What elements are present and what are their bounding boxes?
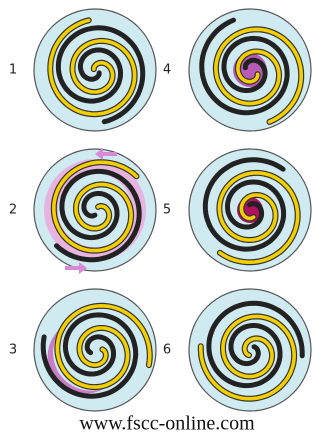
stage-label: 5 bbox=[163, 203, 171, 218]
scroll-panel: 1 bbox=[9, 9, 156, 131]
scroll-panel: 5 bbox=[163, 149, 311, 271]
stage-label: 4 bbox=[163, 63, 171, 78]
diagram: www.fscc-online.com 1 2 3 4 5 6 bbox=[0, 0, 335, 443]
scroll-panel: 2 bbox=[9, 148, 156, 274]
stage-label: 2 bbox=[9, 203, 17, 218]
stage-label: 3 bbox=[9, 343, 17, 358]
scroll-panel: 6 bbox=[163, 289, 311, 411]
scroll-panel: 3 bbox=[9, 289, 156, 411]
scroll-panel: 4 bbox=[163, 9, 311, 131]
footer: www.fscc-online.com bbox=[79, 413, 255, 435]
stage-label: 6 bbox=[163, 343, 171, 358]
stage-label: 1 bbox=[9, 63, 17, 78]
